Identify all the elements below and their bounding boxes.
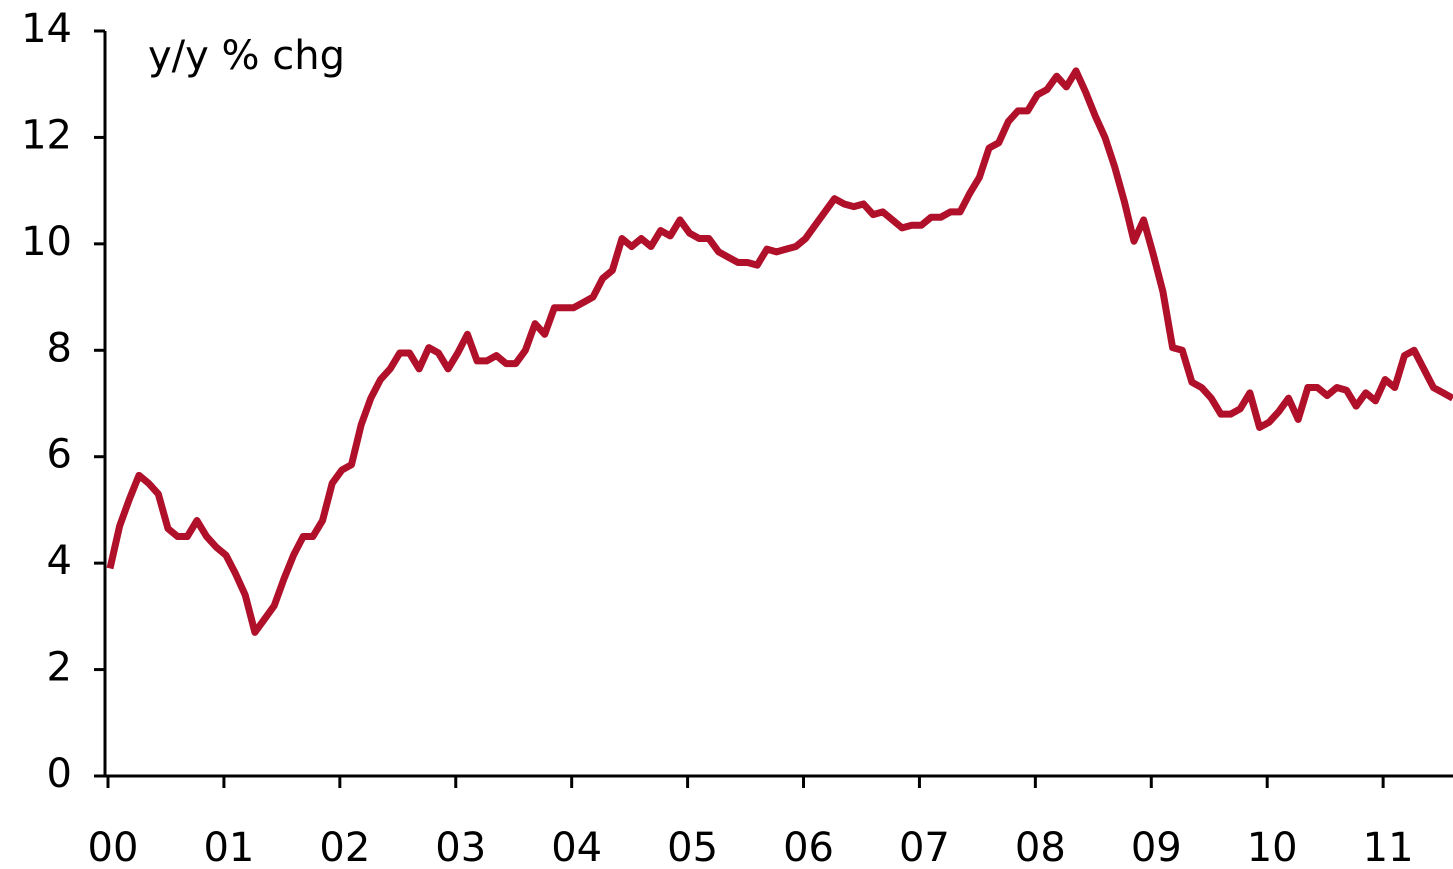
y-tick-label: 8 [47,325,72,371]
data-line [106,67,1453,636]
y-tick-label: 6 [47,432,72,478]
y-tick-label: 0 [47,751,72,797]
y-tick-label: 2 [47,645,72,691]
x-tick-label: 10 [1247,825,1298,869]
x-tick-label: 00 [88,825,139,869]
y-tick-label: 12 [21,112,72,158]
x-tick-label: 11 [1363,825,1414,869]
chart-title: y/y % chg [148,33,345,79]
x-tick-label: 09 [1131,825,1182,869]
x-tick-label: 04 [551,825,602,869]
x-tick-label: 05 [667,825,718,869]
x-tick-label: 03 [435,825,486,869]
y-tick-label: 14 [21,6,72,52]
x-tick-label: 08 [1015,825,1066,869]
x-tick-label: 06 [783,825,834,869]
x-tick-label: 01 [203,825,254,869]
y-tick-label: 10 [21,219,72,265]
x-tick-label: 07 [899,825,950,869]
x-tick-label: 02 [319,825,370,869]
y-tick-label: 4 [47,538,72,584]
